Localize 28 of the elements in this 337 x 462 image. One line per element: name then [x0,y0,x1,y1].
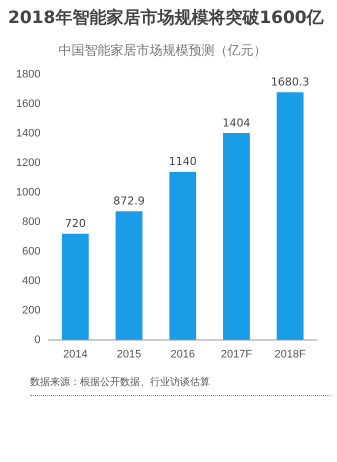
data-label: 1404 [222,116,250,130]
y-tick-label: 200 [22,304,40,316]
y-tick-label: 600 [22,245,40,258]
y-tick-label: 1000 [16,186,40,198]
data-label: 1680.3 [270,76,310,89]
y-tick-label: 1800 [16,68,40,81]
x-tick-label: 2015 [116,348,142,360]
y-tick-label: 400 [22,274,40,287]
source-note: 数据来源：根据公开数据、行业访谈估算 [30,376,211,389]
data-label: 872.9 [113,194,145,208]
data-label: 720 [64,217,86,230]
data-label: 1140 [168,155,197,168]
bar [223,132,250,340]
x-tick-label: 2014 [63,348,88,360]
bar [62,234,89,340]
y-tick-label: 1400 [16,128,40,140]
bar [276,92,304,340]
bar [116,211,142,340]
x-tick-label: 2017F [220,348,252,360]
bar [169,172,196,340]
y-tick-label: 1600 [16,98,40,110]
y-tick-label: 800 [22,216,40,228]
x-tick-label: 2018F [274,348,306,360]
y-tick-label: 0 [34,334,40,346]
chart-subtitle: 中国智能家居市场规模预测（亿元） [58,42,266,58]
x-tick-label: 2016 [170,348,195,360]
chart-title: 2018年智能家居市场规模将突破1600亿 [7,7,325,29]
y-tick-label: 1200 [16,157,40,170]
